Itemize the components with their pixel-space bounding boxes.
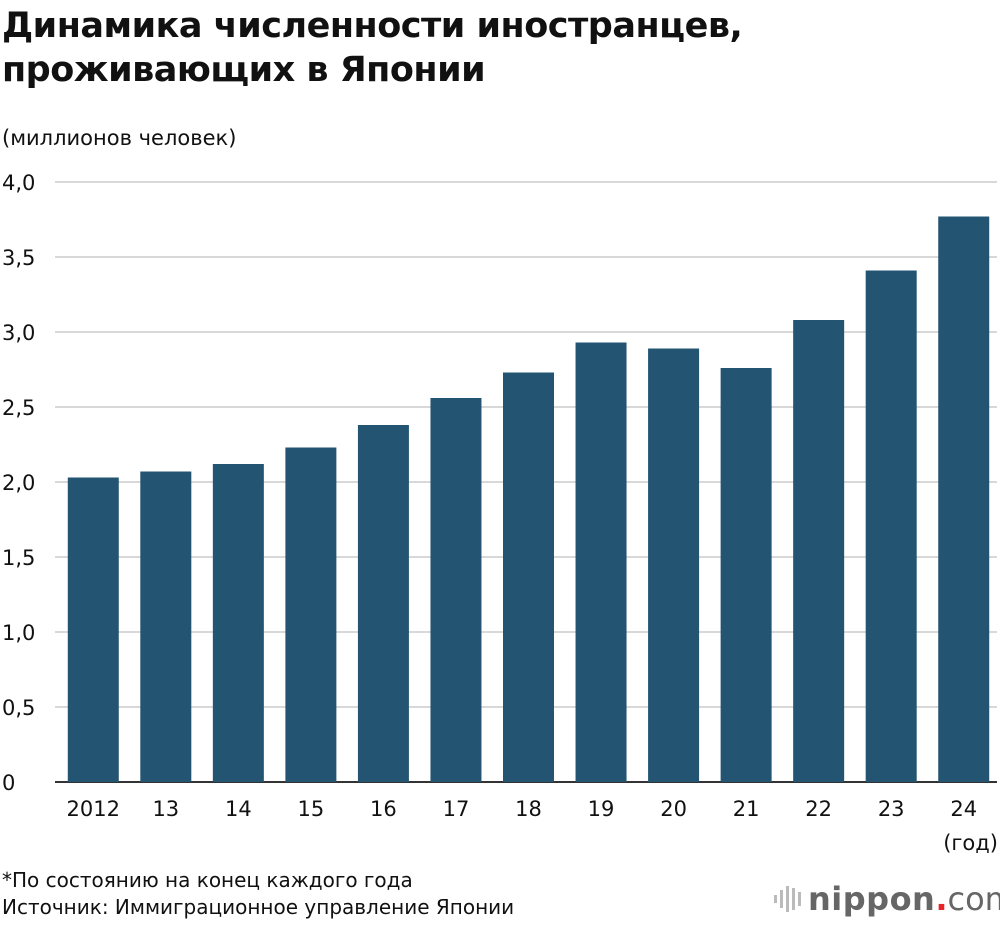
- x-tick-label: 18: [515, 797, 542, 821]
- bar: [648, 348, 700, 782]
- y-tick-label: 4,0: [2, 171, 35, 195]
- x-tick-label: 13: [152, 797, 179, 821]
- logo-com: com: [947, 880, 1000, 918]
- x-tick-label: 15: [298, 797, 325, 821]
- x-tick-label: 22: [805, 797, 832, 821]
- bar: [357, 425, 409, 782]
- bar: [430, 398, 482, 782]
- y-tick-label: 1,5: [2, 546, 35, 570]
- x-tick-label: 14: [225, 797, 252, 821]
- x-tick-label: 16: [370, 797, 397, 821]
- chart-title: Динамика численности иностранцев, прожив…: [2, 4, 743, 92]
- x-tick-label: 20: [660, 797, 687, 821]
- x-tick-label: 17: [443, 797, 470, 821]
- y-tick-label: 1,0: [2, 621, 35, 645]
- bar: [503, 372, 554, 782]
- y-axis-label: (миллионов человек): [2, 126, 237, 150]
- bar: [140, 471, 192, 782]
- x-tick-label: 19: [588, 797, 615, 821]
- x-tick-label: 23: [878, 797, 905, 821]
- x-tick-label: 2012: [67, 797, 120, 821]
- y-tick-label: 0,5: [2, 696, 35, 720]
- bar: [67, 477, 119, 782]
- logo-wave-icon: [774, 886, 801, 912]
- x-tick-label: 24: [950, 797, 977, 821]
- y-tick-label: 3,5: [2, 246, 35, 270]
- x-tick-label: 21: [733, 797, 760, 821]
- title-line-2: проживающих в Японии: [2, 50, 486, 90]
- bar: [720, 368, 772, 782]
- source-note: Источник: Иммиграционное управление Япон…: [2, 895, 515, 919]
- bar: [212, 464, 264, 782]
- y-tick-label: 3,0: [2, 321, 35, 345]
- y-tick-label: 2,5: [2, 396, 35, 420]
- y-tick-label: 2,0: [2, 471, 35, 495]
- logo-dot: .: [935, 880, 948, 918]
- bar: [285, 447, 337, 782]
- bar: [938, 216, 990, 782]
- bar: [865, 270, 917, 782]
- title-line-1: Динамика численности иностранцев,: [2, 6, 743, 46]
- bar: [575, 342, 627, 782]
- nippon-logo: nippon.com: [772, 880, 1000, 918]
- logo-word: nippon: [808, 880, 936, 918]
- bar: [793, 320, 845, 782]
- x-axis-label: (год): [943, 831, 998, 855]
- footnote: *По состоянию на конец каждого года: [2, 868, 413, 892]
- y-tick-label: 0: [2, 771, 15, 795]
